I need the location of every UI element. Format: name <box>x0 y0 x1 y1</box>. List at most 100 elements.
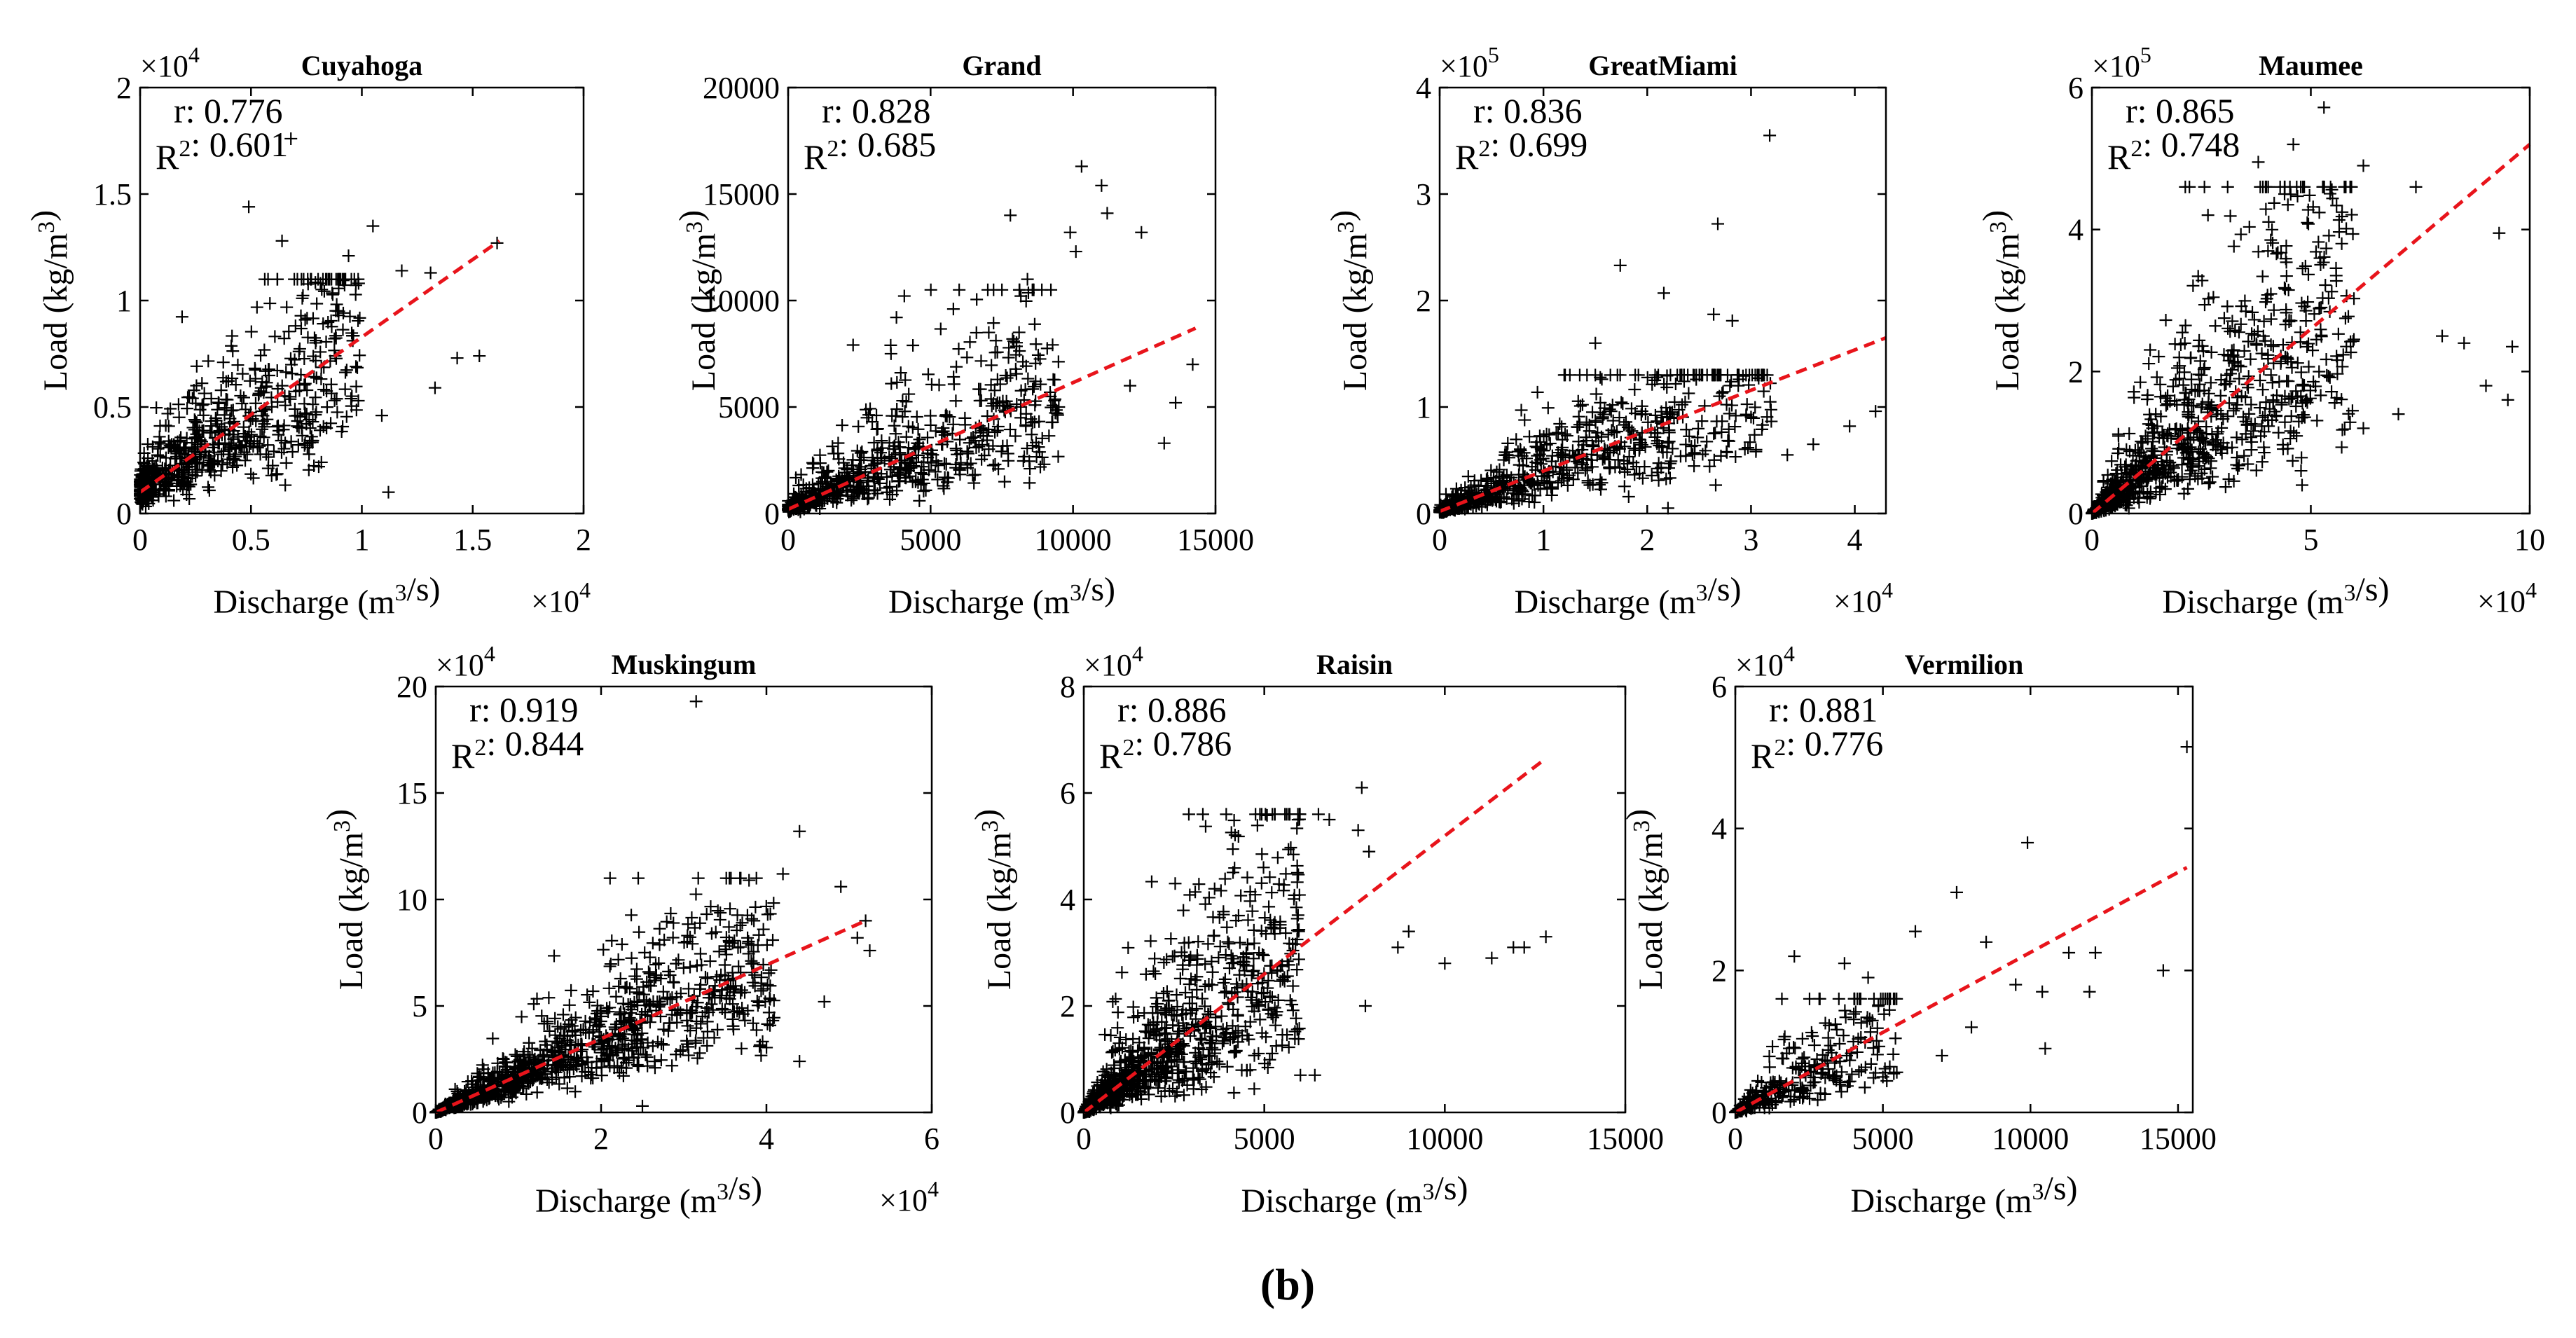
data-point <box>249 396 262 410</box>
data-point <box>653 922 666 935</box>
data-point <box>1635 438 1648 451</box>
data-point <box>1664 368 1677 382</box>
data-point <box>329 329 343 343</box>
data-point <box>995 445 1008 458</box>
data-point <box>921 431 934 444</box>
data-point <box>1048 373 1061 387</box>
data-point <box>2258 425 2271 439</box>
data-point <box>1534 453 1547 467</box>
regression-line <box>1439 336 1887 513</box>
data-point <box>2233 372 2246 385</box>
data-point <box>424 266 437 280</box>
data-point <box>1729 450 1742 464</box>
x-tick-label: 0 <box>1432 523 1447 557</box>
data-point <box>658 933 671 946</box>
data-point <box>2155 455 2168 469</box>
data-point <box>654 1054 668 1067</box>
data-point <box>277 423 290 436</box>
data-point <box>328 394 341 407</box>
scatter-points <box>782 160 1199 518</box>
data-point <box>793 825 806 838</box>
data-point <box>2219 481 2232 494</box>
data-point <box>2301 296 2315 309</box>
x-tick-label: 3 <box>1743 523 1758 557</box>
data-point <box>1618 418 1631 432</box>
data-point <box>1680 423 1693 436</box>
data-point <box>1721 434 1735 448</box>
data-point <box>2493 226 2506 240</box>
data-point <box>2183 467 2196 481</box>
data-point <box>1672 403 1686 416</box>
data-point <box>642 965 655 979</box>
data-point <box>2314 323 2327 336</box>
data-point <box>2100 485 2113 499</box>
data-point <box>1537 430 1550 443</box>
data-point <box>331 406 344 419</box>
data-point <box>315 455 328 469</box>
data-point <box>1658 378 1671 391</box>
data-point <box>2164 460 2177 473</box>
data-point <box>298 439 311 452</box>
data-point <box>2409 180 2423 193</box>
data-point <box>1691 431 1704 444</box>
data-point <box>1027 380 1040 393</box>
data-point <box>2177 366 2191 379</box>
data-point <box>2312 235 2325 249</box>
data-point <box>914 478 928 491</box>
data-point <box>2203 476 2217 489</box>
data-point <box>1651 462 1664 475</box>
data-point <box>315 283 329 296</box>
data-point <box>2168 394 2182 408</box>
data-point <box>2207 291 2220 304</box>
data-point <box>755 1049 768 1062</box>
data-point <box>941 471 954 484</box>
data-point <box>565 984 578 997</box>
data-point <box>986 439 1000 453</box>
data-point <box>943 411 956 424</box>
r-squared-label: R2: 0.748 <box>2107 125 2240 177</box>
data-point <box>2247 313 2261 326</box>
data-point <box>309 354 322 367</box>
data-point <box>743 874 756 887</box>
data-point <box>350 360 363 373</box>
data-point <box>2205 345 2218 359</box>
y-tick-label: 0 <box>412 1096 427 1130</box>
correlation-label: r: 0.776 <box>174 91 283 130</box>
data-point <box>1543 428 1556 441</box>
data-point <box>2309 245 2322 258</box>
data-point <box>1013 344 1026 357</box>
data-point <box>250 301 263 314</box>
data-point <box>303 448 316 461</box>
data-point <box>2175 470 2189 483</box>
data-point <box>569 1085 582 1098</box>
data-point <box>2266 376 2279 389</box>
data-point <box>900 430 913 443</box>
data-point <box>896 411 909 424</box>
data-point <box>2342 310 2355 323</box>
data-point <box>542 1076 556 1089</box>
data-point <box>258 343 271 357</box>
data-point <box>2148 427 2161 440</box>
data-point <box>282 325 296 338</box>
data-point <box>2280 306 2293 319</box>
data-point <box>1494 495 1508 509</box>
data-point <box>947 371 960 384</box>
data-point <box>2357 159 2370 172</box>
data-point <box>162 441 175 455</box>
data-point <box>2315 330 2328 343</box>
data-point <box>952 343 965 356</box>
data-point <box>2264 233 2278 247</box>
data-point <box>295 273 308 286</box>
data-point <box>906 475 919 488</box>
data-point <box>890 375 904 389</box>
data-point <box>972 440 986 453</box>
data-point <box>1486 491 1499 504</box>
data-point <box>159 451 172 464</box>
data-point <box>177 470 190 483</box>
data-point <box>2169 373 2182 387</box>
data-point <box>748 914 761 927</box>
y-axis-label: Load (kg/m3) <box>1976 210 2026 391</box>
y-axis-multiplier: ×105 <box>2092 42 2151 83</box>
data-point <box>1292 868 1305 881</box>
data-point <box>231 359 244 372</box>
